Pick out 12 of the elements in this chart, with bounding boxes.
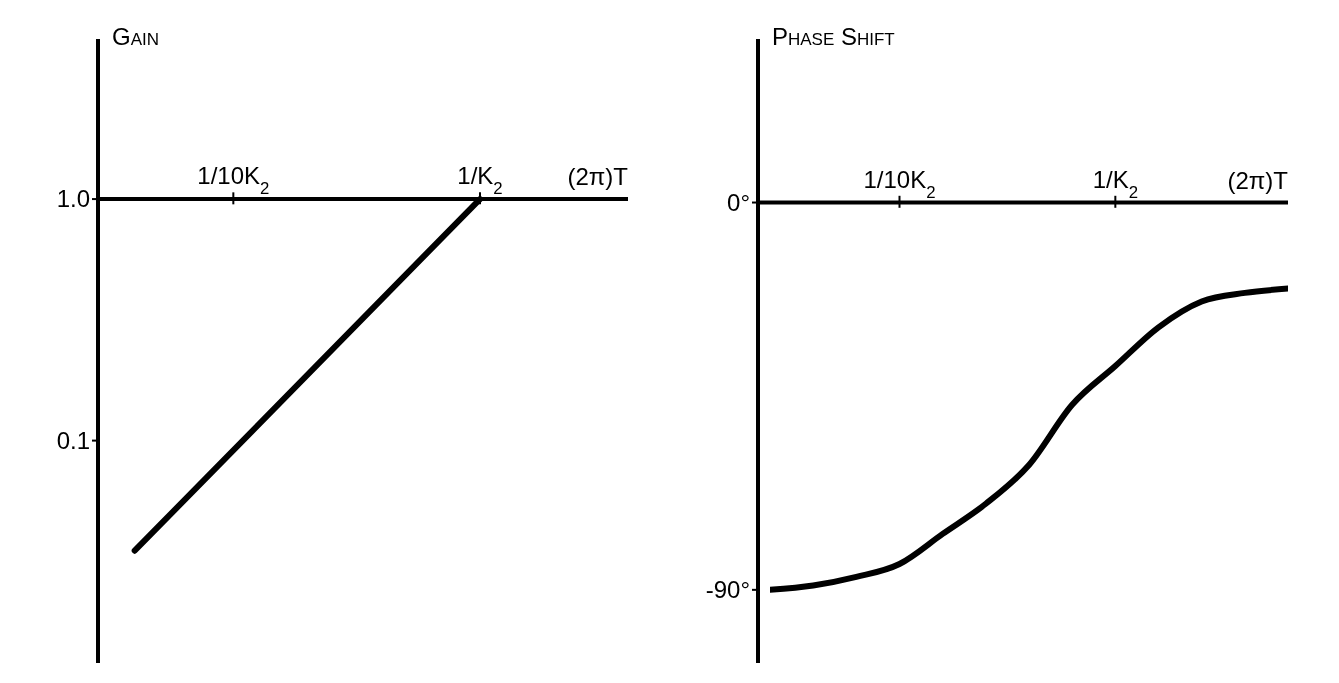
y-tick-label: 0°: [727, 188, 750, 216]
y-axis-title: Gain: [112, 23, 160, 50]
x-axis-title: (2π)T: [1227, 166, 1289, 194]
y-tick-label: 0.1: [56, 426, 90, 454]
x-tick-label: 1/10K$_{2}$: [863, 165, 936, 202]
x-tick-label: 1/10K$_{2}$: [197, 162, 270, 198]
y-axis-title: Phase Shift: [772, 23, 895, 50]
y-tick-label: -90°: [705, 575, 750, 603]
y-tick-label: 1.0: [56, 185, 90, 213]
x-tick-label: 1/K$_{2}$: [1092, 165, 1139, 202]
x-tick-label: 1/K$_{2}$: [457, 162, 503, 198]
x-axis-title: (2π)T: [567, 163, 629, 191]
